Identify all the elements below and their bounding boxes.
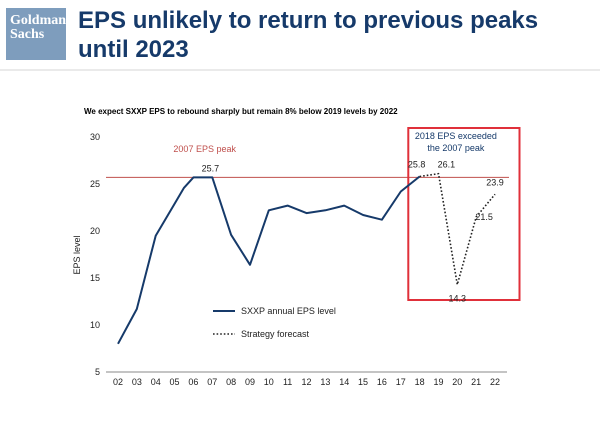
x-tick-label: 13 xyxy=(320,377,330,387)
x-tick-label: 11 xyxy=(283,377,292,387)
series-line-strategy-forecast xyxy=(419,172,496,286)
x-tick-label: 18 xyxy=(415,377,425,387)
x-tick-label: 16 xyxy=(377,377,387,387)
data-label: 14.3 xyxy=(449,294,467,304)
data-label: 21.5 xyxy=(475,212,493,222)
series-line-sxxp-eps xyxy=(117,175,421,345)
x-tick-label: 21 xyxy=(471,377,481,387)
logo-line-2: Sachs xyxy=(10,27,45,42)
x-tick-label: 07 xyxy=(207,377,217,387)
data-label: 23.9 xyxy=(486,177,504,187)
goldman-sachs-logo: Goldman Sachs xyxy=(6,8,66,60)
highlight-box-label-line2: the 2007 peak xyxy=(427,143,485,153)
y-axis-label: EPS level xyxy=(72,235,82,274)
chart-title: We expect SXXP EPS to rebound sharply bu… xyxy=(84,107,398,116)
x-tick-label: 17 xyxy=(396,377,406,387)
legend-label-sxxp: SXXP annual EPS level xyxy=(241,306,336,316)
x-tick-label: 12 xyxy=(301,377,311,387)
data-label: 26.1 xyxy=(438,160,456,170)
x-tick-label: 08 xyxy=(226,377,236,387)
x-tick-label: 09 xyxy=(245,377,255,387)
logo-line-1: Goldman xyxy=(10,13,67,28)
x-tick-label: 05 xyxy=(170,377,180,387)
x-tick-label: 04 xyxy=(151,377,161,387)
reference-line-label: 2007 EPS peak xyxy=(173,144,236,154)
y-tick-label: 15 xyxy=(90,273,100,283)
highlight-box-label-line1: 2018 EPS exceeded xyxy=(415,131,497,141)
x-tick-label: 03 xyxy=(132,377,142,387)
data-label: 25.7 xyxy=(202,163,220,173)
page-title: EPS unlikely to return to previous peaks… xyxy=(78,7,539,63)
y-tick-label: 5 xyxy=(95,367,100,377)
y-tick-label: 10 xyxy=(90,320,100,330)
legend-label-forecast: Strategy forecast xyxy=(241,329,310,339)
data-label: 25.8 xyxy=(408,159,426,169)
x-tick-label: 14 xyxy=(339,377,349,387)
x-tick-label: 20 xyxy=(452,377,462,387)
y-tick-label: 30 xyxy=(90,132,100,142)
y-tick-label: 25 xyxy=(90,179,100,189)
y-tick-label: 20 xyxy=(90,226,100,236)
highlight-box xyxy=(407,127,521,301)
x-tick-label: 19 xyxy=(433,377,443,387)
x-tick-label: 10 xyxy=(264,377,274,387)
x-tick-label: 06 xyxy=(188,377,198,387)
x-tick-label: 02 xyxy=(113,377,123,387)
x-tick-label: 22 xyxy=(490,377,500,387)
x-tick-label: 15 xyxy=(358,377,368,387)
